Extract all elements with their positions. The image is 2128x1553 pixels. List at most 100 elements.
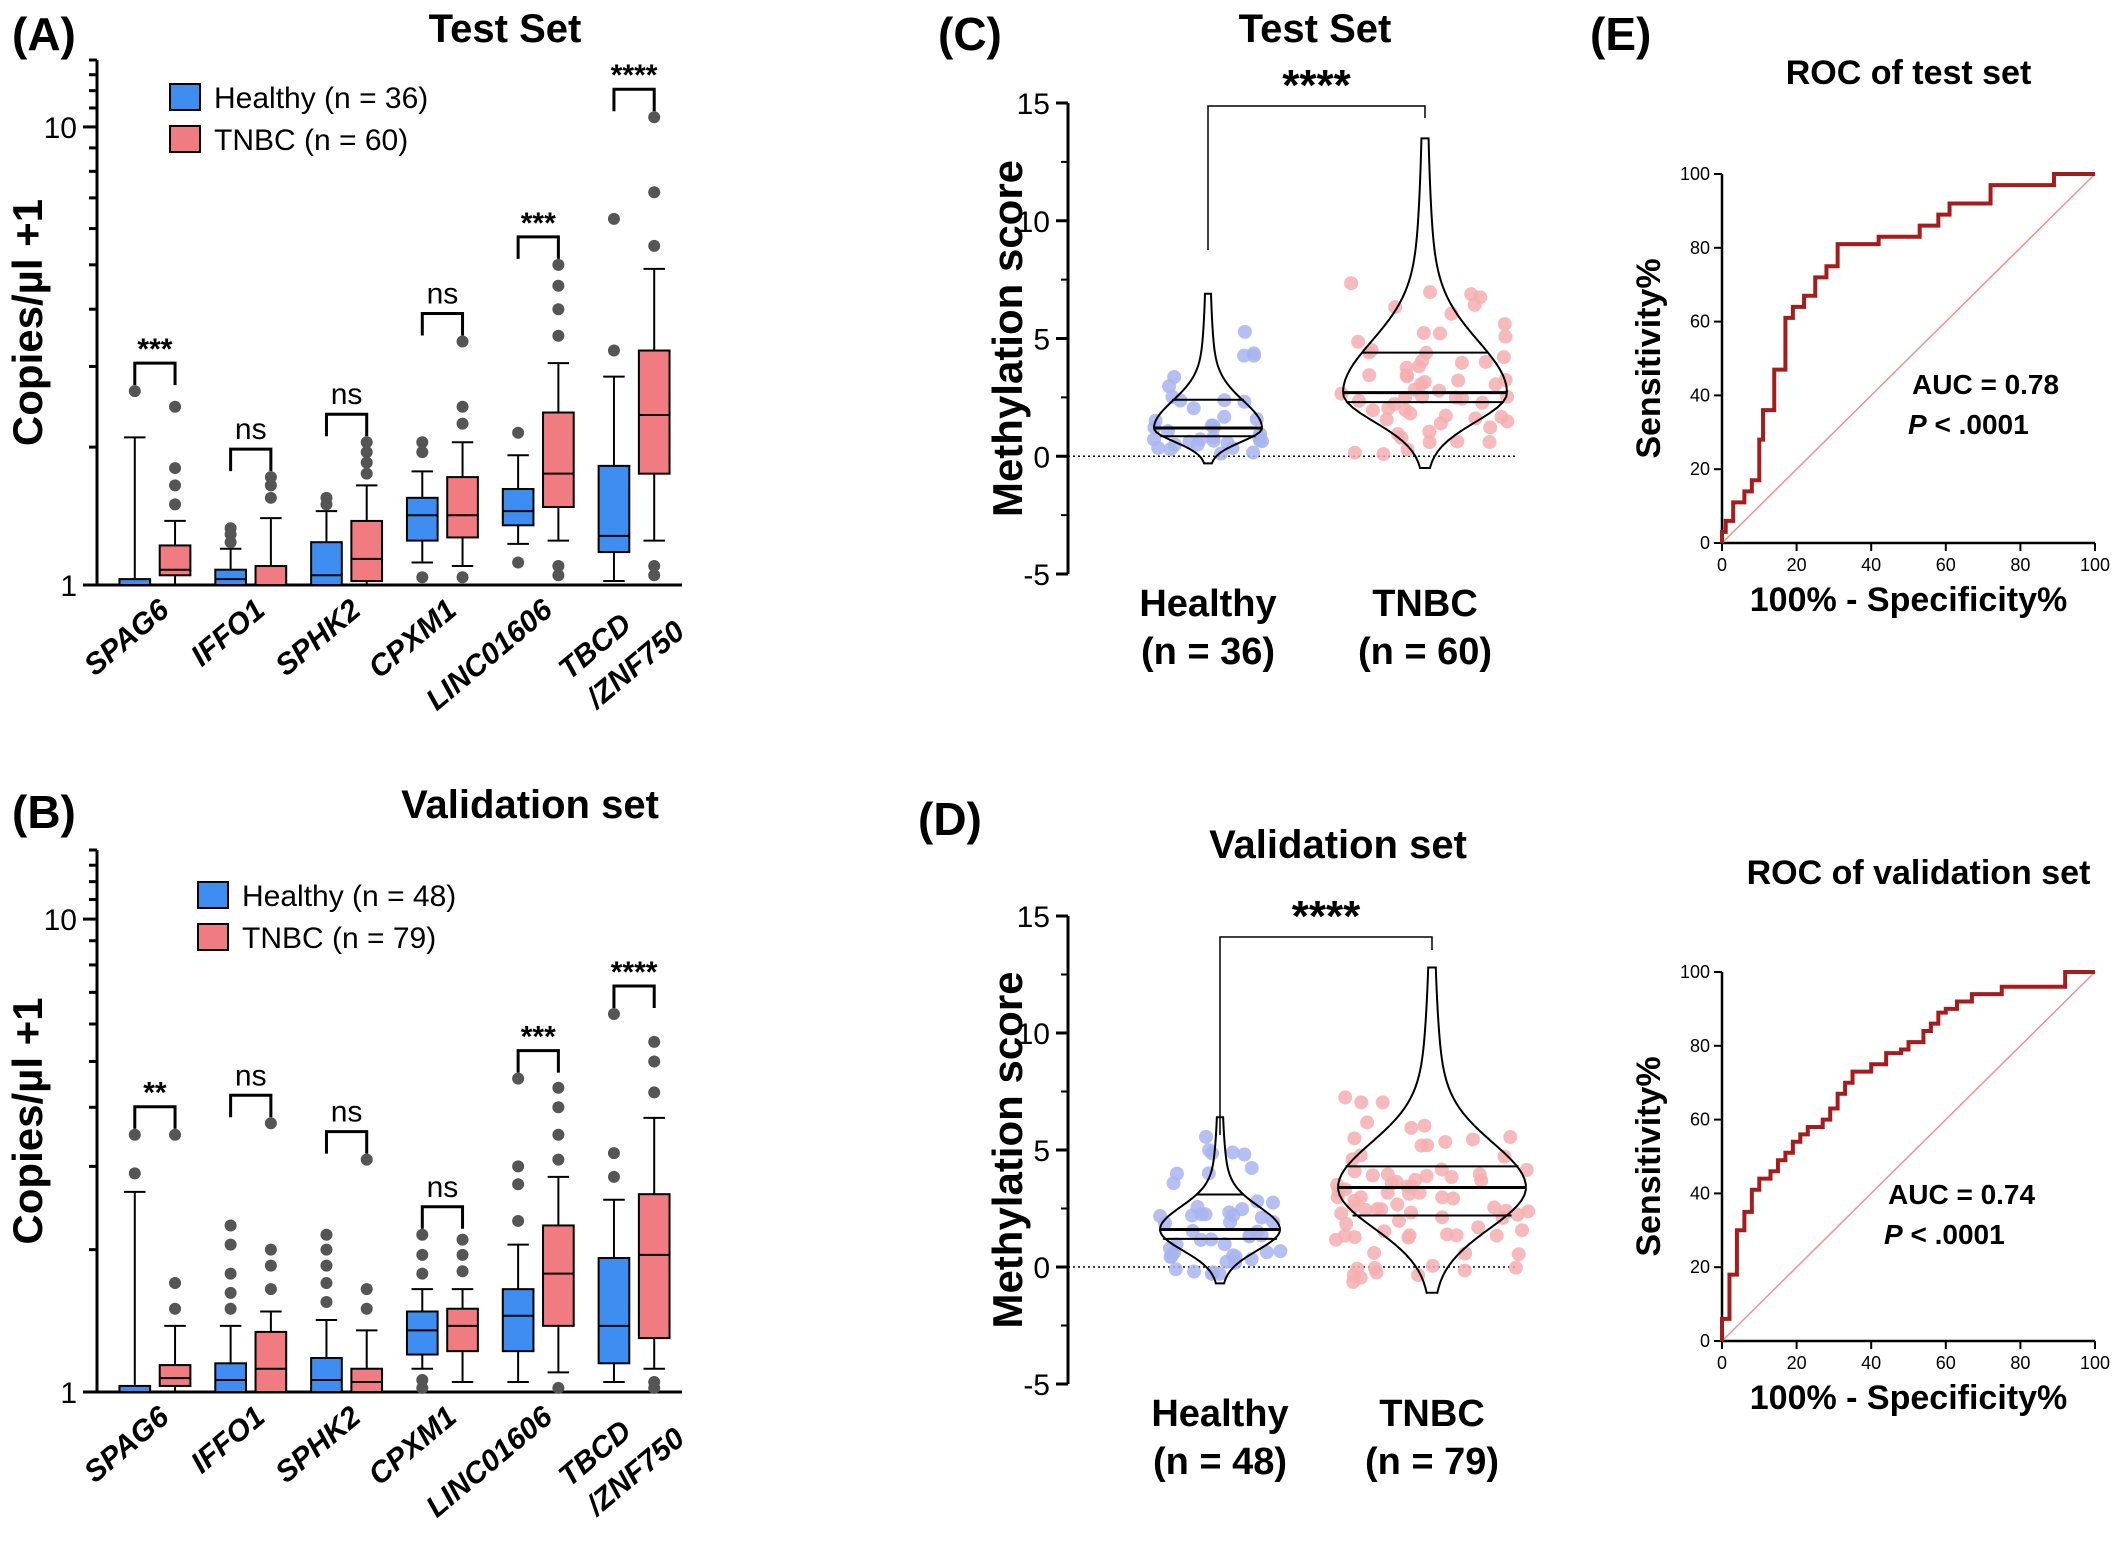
tnbc-box [158, 400, 192, 586]
roc-title: ROC of test set [1786, 54, 2032, 92]
y-tick-label: 5 [1033, 1135, 1050, 1168]
roc-x-tick-label: 40 [1861, 555, 1881, 575]
outlier-point [607, 1007, 620, 1020]
data-point [1228, 1249, 1243, 1264]
roc-y-tick-label: 20 [1690, 459, 1710, 479]
roc-y-tick-label: 80 [1690, 238, 1710, 258]
outlier-point [552, 258, 565, 271]
data-point [1346, 1268, 1361, 1283]
data-point [1237, 1147, 1252, 1162]
data-point [1401, 1230, 1416, 1245]
data-point [1423, 285, 1438, 300]
y-axis-label: Copies/µl +1 [4, 199, 51, 446]
violin-plot-test: Methylation score -5 0 5 10 15 Healthy (n = 36)… [984, 61, 1518, 673]
roc-y-axis-label: Sensitivity% [1630, 1056, 1668, 1256]
data-point [1186, 401, 1201, 416]
healthy-box [405, 1228, 439, 1394]
healthy-box [118, 1128, 152, 1394]
roc-y-axis-label: Sensitivity% [1630, 258, 1668, 458]
roc-x-tick-label: 0 [1717, 1353, 1727, 1373]
outlier-point [224, 1302, 237, 1315]
data-point [1433, 326, 1448, 341]
y-axis-label: Methylation score [984, 160, 1031, 517]
significance-bracket: ns [324, 1096, 369, 1154]
data-point [1435, 1210, 1450, 1225]
outlier-point [416, 1248, 429, 1261]
data-point [1446, 1191, 1461, 1206]
data-point [1352, 393, 1367, 408]
roc-x-tick-label: 0 [1717, 555, 1727, 575]
box-iqr [501, 1288, 535, 1353]
significance-label: *** [521, 1021, 556, 1054]
significance-label: **** [1292, 892, 1361, 941]
data-point [1364, 343, 1379, 358]
outlier-point [416, 446, 429, 459]
outlier-point [648, 1086, 661, 1099]
data-point [1166, 1176, 1181, 1191]
bracket-line [133, 1105, 177, 1129]
outlier-point [264, 479, 277, 492]
healthy-box [310, 1228, 343, 1393]
outlier-point [552, 560, 565, 573]
outlier-point [456, 1248, 469, 1261]
healthy-box [501, 426, 535, 569]
category-label: SPHK2 [269, 593, 367, 683]
data-point [1468, 411, 1483, 426]
outlier-point [416, 1228, 429, 1241]
roc-test: ROC of test set Sensitivity% 100% - Specif… [1630, 54, 2110, 619]
roc-p-symbol: P [1884, 1219, 1903, 1250]
outlier-point [648, 186, 661, 199]
data-point [1369, 1265, 1384, 1280]
significance-label: ns [235, 1059, 267, 1092]
data-point [1344, 276, 1359, 291]
data-point [1450, 434, 1465, 449]
outlier-point [648, 560, 661, 573]
data-point [1519, 1162, 1534, 1177]
bracket-line [229, 1093, 273, 1118]
panel-d-title: Validation set [1209, 823, 1467, 867]
violin-outline [1337, 966, 1527, 1294]
bracket-line [324, 412, 369, 437]
outlier-point [648, 1055, 661, 1068]
roc-y-tick-label: 0 [1700, 1331, 1710, 1351]
data-point [1250, 1224, 1265, 1239]
data-point [1354, 1095, 1369, 1110]
box-iqr [597, 464, 631, 554]
box-iqr [405, 1310, 439, 1356]
data-point [1411, 359, 1426, 374]
significance-bracket: *** [516, 1021, 560, 1073]
significance-bracket: **** [611, 59, 658, 112]
outlier-point [360, 1153, 373, 1166]
roc-p-value-label: P < .0001 [1908, 409, 2029, 440]
data-point [1444, 1170, 1459, 1185]
outlier-point [416, 1267, 429, 1280]
y-axis-label: Methylation score [984, 971, 1031, 1328]
outlier-point [512, 426, 525, 439]
significance-bracket: ns [420, 1171, 465, 1229]
box-iqr [501, 488, 535, 527]
outlier-point [169, 400, 182, 413]
data-point [1254, 1210, 1269, 1225]
outlier-point [264, 1259, 277, 1272]
outlier-point [512, 1160, 525, 1173]
data-point [1212, 1266, 1227, 1281]
legend-label: TNBC (n = 60) [214, 124, 408, 157]
roc-auc-label: AUC = 0.78 [1912, 369, 2059, 400]
data-point [1266, 1215, 1281, 1230]
legend-label: Healthy (n = 36) [214, 82, 428, 115]
roc-y-tick-label: 60 [1690, 312, 1710, 332]
data-point [1422, 424, 1437, 439]
tnbc-box [637, 111, 671, 582]
data-point [1379, 412, 1394, 427]
outlier-point [128, 1167, 141, 1180]
box-iqr [254, 565, 288, 586]
data-point [1358, 1202, 1373, 1217]
roc-y-tick-label: 40 [1690, 385, 1710, 405]
roc-x-tick-label: 60 [1936, 555, 1956, 575]
data-point [1483, 420, 1498, 435]
panel-letter-e: (E) [1590, 8, 1651, 60]
significance-label: ns [331, 378, 363, 411]
tnbc-box [350, 436, 384, 586]
outlier-point [224, 1286, 237, 1299]
